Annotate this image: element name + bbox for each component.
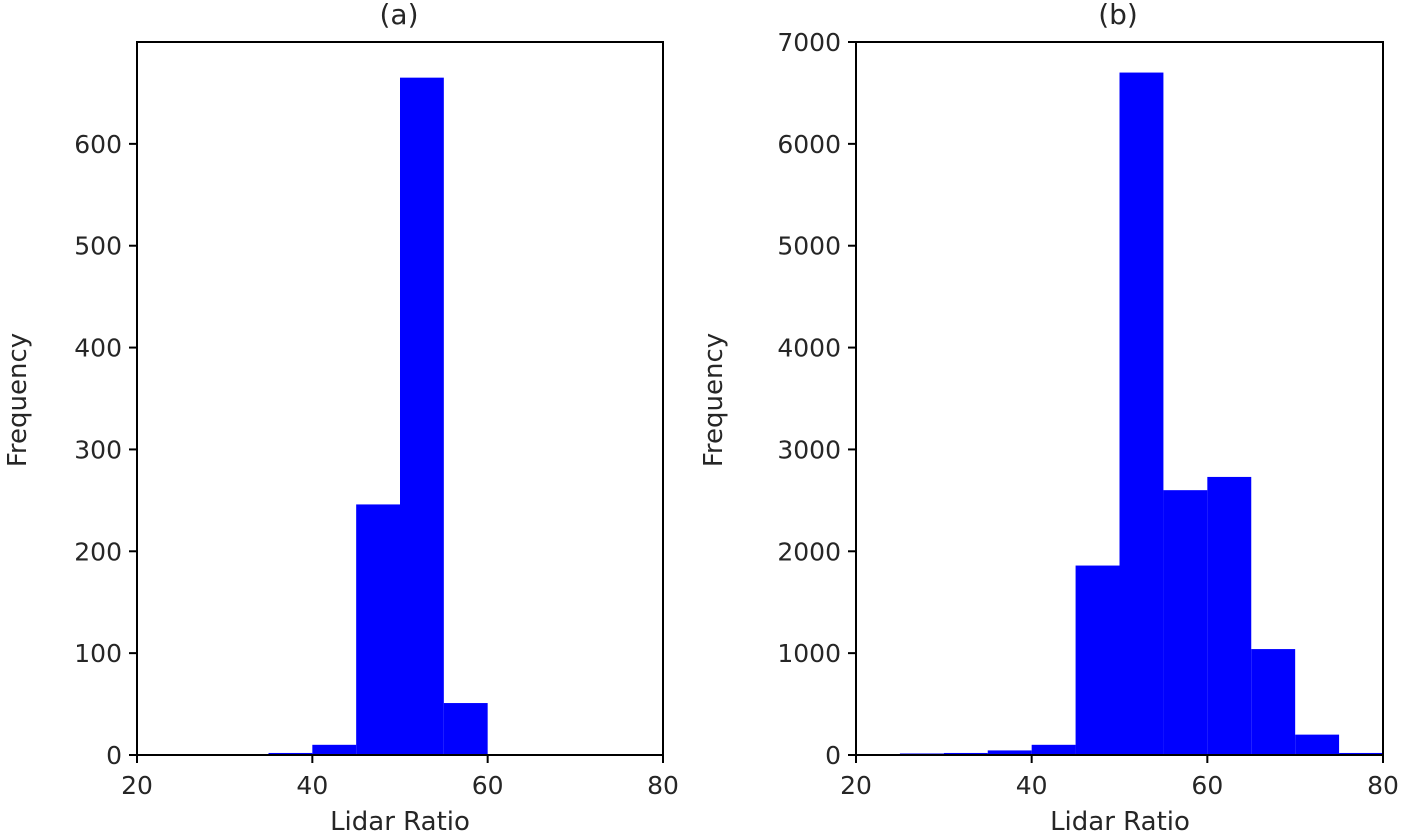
panel-a-x-ticks: 20 40 60 80 [121, 755, 679, 800]
panel-b-title: (b) [1098, 0, 1138, 31]
panel-a-bar [268, 752, 313, 755]
panel-b-bar [1295, 734, 1340, 755]
panel-b-y-tick-label: 5000 [777, 232, 841, 261]
panel-a-title: (a) [379, 0, 418, 31]
panel-b-bar [1251, 649, 1296, 755]
panel-b-y-tick-label: 2000 [777, 537, 841, 566]
panel-b-bar [1163, 490, 1208, 755]
panel-b-x-tick-label: 60 [1191, 771, 1223, 800]
panel-b-x-ticks: 20 40 60 80 [840, 755, 1399, 800]
panel-a-axes-frame [136, 41, 664, 756]
panel-b-y-tick-label: 4000 [777, 334, 841, 363]
panel-a-y-tick-label: 0 [106, 741, 122, 770]
panel-b: (b) 20 40 60 80 0 1000 2000 3000 4000 5000 6000 70… [699, 0, 1399, 834]
panel-a-x-tick-label: 40 [296, 771, 328, 800]
panel-b-bars [899, 72, 1383, 755]
panel-a-x-tick-label: 80 [647, 771, 679, 800]
panel-a-bars [268, 77, 488, 755]
panel-b-bar [987, 750, 1032, 755]
panel-b-bar [1339, 752, 1383, 755]
panel-b-x-tick-label: 20 [840, 771, 872, 800]
panel-b-x-tick-label: 40 [1016, 771, 1048, 800]
panel-b-y-ticks: 0 1000 2000 3000 4000 5000 6000 7000 [777, 28, 856, 770]
panel-a-bar [312, 744, 357, 755]
panel-a: (a) 20 40 60 80 0 100 200 300 400 500 600 Lidar R… [3, 0, 679, 834]
panel-a-y-axis-label: Frequency [3, 333, 33, 467]
panel-b-axes-frame [855, 41, 1384, 756]
panel-b-bar [1031, 744, 1076, 755]
panel-b-y-tick-label: 3000 [777, 435, 841, 464]
panel-a-x-axis-label: Lidar Ratio [330, 807, 470, 834]
panel-a-bar [400, 77, 444, 755]
panel-b-bar [943, 752, 988, 755]
panel-b-y-tick-label: 6000 [777, 130, 841, 159]
panel-b-y-tick-label: 1000 [777, 639, 841, 668]
panel-a-y-tick-label: 500 [74, 232, 122, 261]
panel-b-x-tick-label: 80 [1367, 771, 1399, 800]
panel-a-y-tick-label: 200 [74, 537, 122, 566]
panel-a-y-tick-label: 400 [74, 334, 122, 363]
panel-b-y-tick-label: 7000 [777, 28, 841, 57]
panel-a-y-tick-label: 600 [74, 130, 122, 159]
panel-b-bar [1207, 476, 1252, 755]
panel-b-y-tick-label: 0 [825, 741, 841, 770]
panel-b-bar [1075, 565, 1120, 755]
panel-a-y-ticks: 0 100 200 300 400 500 600 [74, 130, 137, 770]
panel-a-bar [443, 703, 488, 755]
panel-a-y-tick-label: 100 [74, 639, 122, 668]
panel-b-bar [1119, 72, 1164, 755]
panel-b-y-axis-label: Frequency [699, 333, 729, 467]
panel-b-x-axis-label: Lidar Ratio [1050, 807, 1190, 834]
panel-a-bar [356, 504, 400, 755]
panel-a-y-tick-label: 300 [74, 435, 122, 464]
panel-a-x-tick-label: 20 [121, 771, 153, 800]
panel-a-x-tick-label: 60 [472, 771, 504, 800]
